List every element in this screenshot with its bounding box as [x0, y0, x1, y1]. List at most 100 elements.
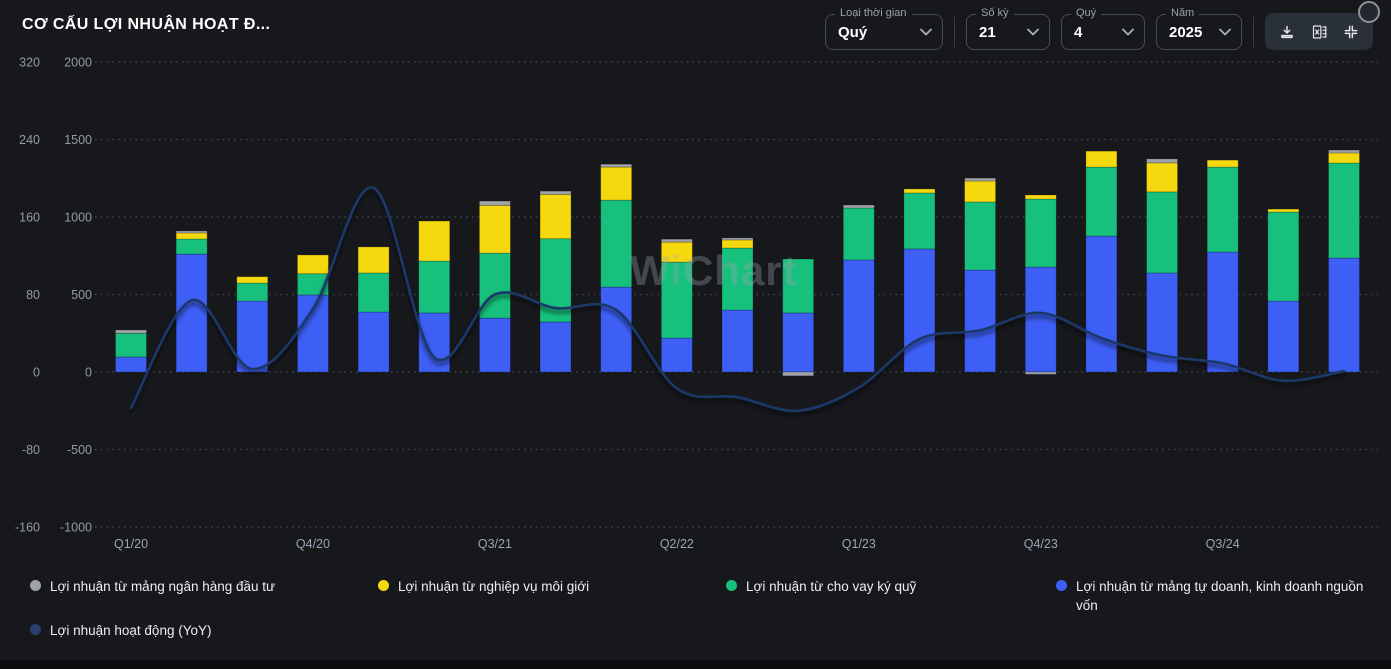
- select-quarter[interactable]: Quý 4: [1061, 7, 1145, 50]
- bar-segment[interactable]: [1085, 150, 1118, 168]
- bar-segment[interactable]: [478, 200, 511, 206]
- chart-action-buttons: [1265, 13, 1373, 50]
- bar-segment[interactable]: [1024, 198, 1057, 268]
- chevron-down-icon: [1027, 28, 1039, 36]
- bar-segment[interactable]: [297, 254, 329, 275]
- bar-segment[interactable]: [236, 282, 269, 302]
- select-periods-value: 21: [979, 23, 996, 41]
- bar-segment[interactable]: [660, 241, 693, 263]
- bar-segment[interactable]: [842, 259, 875, 373]
- bar-segment[interactable]: [782, 312, 815, 373]
- bar-segment[interactable]: [1206, 159, 1239, 168]
- bar-segment[interactable]: [600, 163, 633, 168]
- bar-segment[interactable]: [1146, 162, 1178, 193]
- bar-segment[interactable]: [600, 286, 633, 373]
- bar-segment[interactable]: [115, 356, 147, 373]
- bar-segment[interactable]: [175, 238, 208, 255]
- bar-segment[interactable]: [842, 204, 875, 209]
- bar-segment[interactable]: [660, 337, 693, 373]
- bar-segment[interactable]: [903, 188, 936, 194]
- bar-segment[interactable]: [297, 294, 329, 373]
- bar-segment[interactable]: [1267, 300, 1300, 373]
- legend-item-investment-banking[interactable]: Lợi nhuận từ mảng ngân hàng đầu tư: [30, 577, 275, 596]
- bar-segment[interactable]: [175, 230, 208, 234]
- bar-segment[interactable]: [1085, 235, 1118, 373]
- bar-segment[interactable]: [357, 272, 390, 313]
- legend-item-brokerage[interactable]: Lợi nhuận từ nghiệp vụ môi giới: [378, 577, 589, 596]
- legend-label: Lợi nhuận từ nghiệp vụ môi giới: [398, 579, 590, 594]
- y-axis-value-tick: 1000: [64, 211, 92, 225]
- bar-segment[interactable]: [1146, 158, 1178, 164]
- divider: [954, 17, 955, 47]
- bar-segment[interactable]: [721, 237, 754, 241]
- bar-segment[interactable]: [964, 180, 996, 203]
- bar-segment[interactable]: [1024, 266, 1057, 373]
- excel-export-button[interactable]: [1306, 20, 1332, 43]
- select-year-value: 2025: [1169, 23, 1203, 41]
- bar-segment[interactable]: [175, 253, 208, 373]
- bar-segment[interactable]: [357, 246, 390, 274]
- bar-segment[interactable]: [1328, 257, 1360, 373]
- bar-segment[interactable]: [1206, 166, 1239, 253]
- bar-segment[interactable]: [418, 260, 451, 314]
- bar-segment[interactable]: [236, 276, 269, 284]
- bar-segment[interactable]: [842, 207, 875, 261]
- bar-segment[interactable]: [115, 329, 147, 334]
- legend-item-prop-trading[interactable]: Lợi nhuận từ mảng tự doanh, kinh doanh n…: [1056, 577, 1376, 615]
- download-button[interactable]: [1274, 20, 1300, 43]
- bar-segment[interactable]: [1024, 371, 1057, 375]
- bar-segment[interactable]: [418, 312, 451, 373]
- yoy-line[interactable]: [129, 186, 1346, 413]
- bar-segment[interactable]: [539, 238, 572, 323]
- select-time-type[interactable]: Loại thời gian Quý: [825, 7, 943, 50]
- bar-segment[interactable]: [964, 177, 996, 182]
- bar-segment[interactable]: [721, 239, 754, 249]
- bar-segment[interactable]: [1328, 162, 1360, 259]
- bar-segment[interactable]: [903, 248, 936, 373]
- x-axis-tick: Q3/24: [1206, 537, 1240, 551]
- bar-segment[interactable]: [1206, 251, 1239, 373]
- bar-segment[interactable]: [478, 252, 511, 319]
- bar-segment[interactable]: [1328, 152, 1360, 164]
- bar-segment[interactable]: [478, 317, 511, 373]
- collapse-button[interactable]: [1338, 20, 1364, 43]
- legend-item-margin-lending[interactable]: Lợi nhuận từ cho vay ký quỹ: [726, 577, 916, 596]
- bar-segment[interactable]: [115, 332, 147, 358]
- bar-segment[interactable]: [236, 300, 269, 373]
- select-year-label: Năm: [1166, 7, 1200, 19]
- bar-segment[interactable]: [539, 193, 572, 240]
- legend-dot-navy: [30, 624, 41, 635]
- bar-segment[interactable]: [1146, 191, 1178, 274]
- select-periods[interactable]: Số kỳ 21: [966, 7, 1050, 50]
- bar-segment[interactable]: [1267, 211, 1300, 302]
- legend-label: Lợi nhuận hoạt động (YoY): [50, 623, 212, 638]
- bar-segment[interactable]: [721, 247, 754, 311]
- bar-segment[interactable]: [418, 220, 451, 262]
- bar-segment[interactable]: [539, 321, 572, 373]
- bar-segment[interactable]: [721, 309, 754, 373]
- legend-dot-gray: [30, 580, 41, 591]
- bar-segment[interactable]: [539, 190, 572, 195]
- bar-segment[interactable]: [782, 371, 815, 377]
- bar-segment[interactable]: [660, 261, 693, 339]
- y-axis-percent-tick: 160: [19, 211, 40, 225]
- bar-segment[interactable]: [478, 204, 511, 254]
- bar-segment[interactable]: [1085, 166, 1118, 237]
- bar-segment[interactable]: [660, 238, 693, 243]
- bar-segment[interactable]: [357, 311, 390, 373]
- bar-segment[interactable]: [964, 201, 996, 271]
- bar-segment[interactable]: [175, 232, 208, 240]
- legend-item-operating-profit-yoy[interactable]: Lợi nhuận hoạt động (YoY): [30, 621, 211, 640]
- bar-segment[interactable]: [782, 258, 815, 314]
- select-year[interactable]: Năm 2025: [1156, 7, 1242, 50]
- bar-segment[interactable]: [903, 192, 936, 250]
- bar-segment[interactable]: [964, 269, 996, 373]
- bar-segment[interactable]: [600, 199, 633, 288]
- bar-segment[interactable]: [1328, 149, 1360, 154]
- bar-segment[interactable]: [1267, 208, 1300, 213]
- y-axis-percent-tick: -80: [22, 443, 40, 457]
- bar-segment[interactable]: [600, 166, 633, 201]
- bar-segment[interactable]: [1024, 194, 1057, 200]
